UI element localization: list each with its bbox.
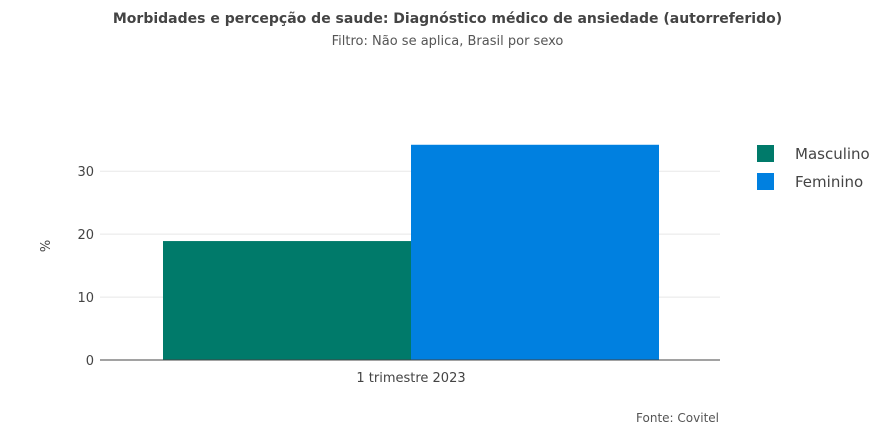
y-tick-label: 0 xyxy=(86,354,94,369)
y-tick-label: 30 xyxy=(77,165,94,180)
legend-item-masculino[interactable]: Masculino xyxy=(757,145,870,163)
bars xyxy=(163,144,659,360)
x-tick-label: 1 trimestre 2023 xyxy=(356,371,465,386)
x-axis: 1 trimestre 2023 xyxy=(100,359,720,386)
y-tick-label: 10 xyxy=(77,291,94,306)
legend-item-feminino[interactable]: Feminino xyxy=(757,173,863,191)
bar-feminino[interactable] xyxy=(411,144,659,360)
legend: Masculino Feminino xyxy=(757,145,870,191)
y-tick-label: 20 xyxy=(77,228,94,243)
bar-masculino[interactable] xyxy=(163,241,411,360)
chart-subtitle: Filtro: Não se aplica, Brasil por sexo xyxy=(331,34,564,49)
legend-swatch-masculino xyxy=(757,145,774,162)
source-note: Fonte: Covitel xyxy=(636,411,719,425)
chart-title: Morbidades e percepção de saude: Diagnós… xyxy=(112,11,783,27)
y-axis-title: % xyxy=(39,240,54,252)
legend-swatch-feminino xyxy=(757,173,774,190)
y-axis: % 0 10 20 30 xyxy=(39,165,94,369)
legend-label-masculino: Masculino xyxy=(795,145,870,163)
legend-label-feminino: Feminino xyxy=(795,173,863,191)
